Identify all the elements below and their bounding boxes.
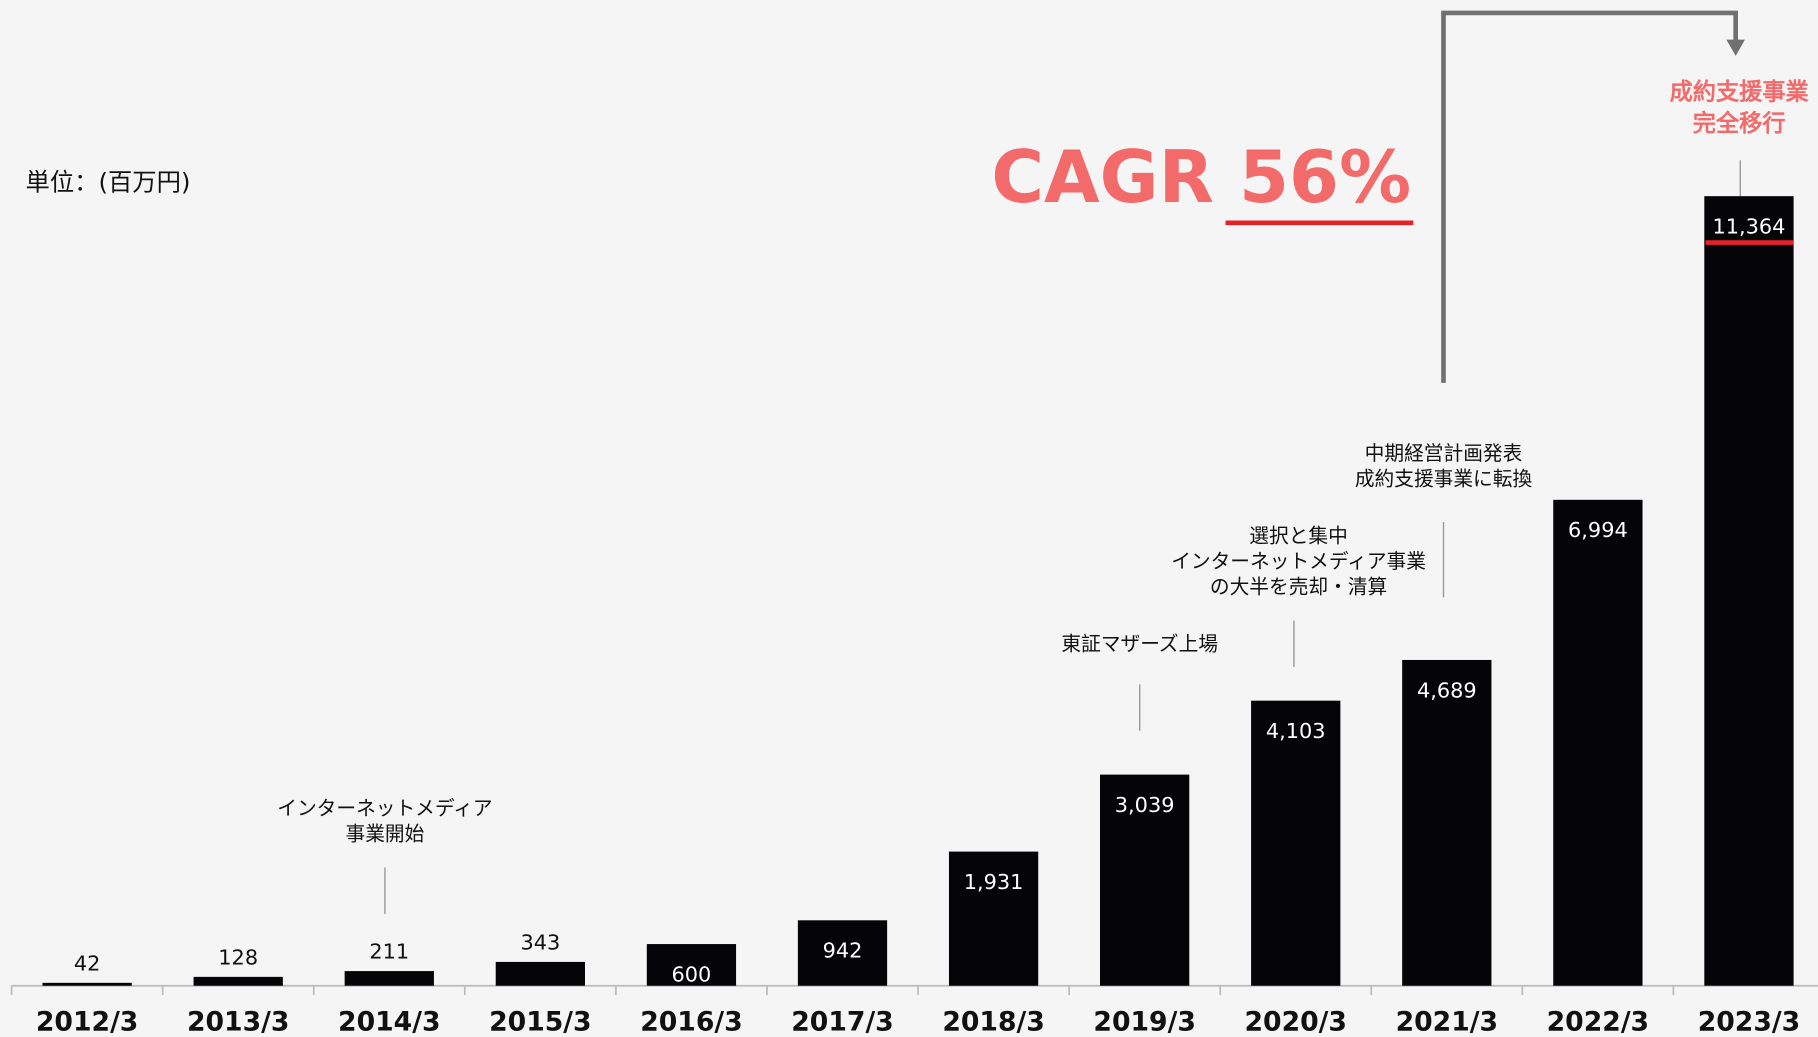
bar bbox=[1402, 659, 1492, 986]
bar bbox=[495, 961, 585, 986]
annotation: 東証マザーズ上場 bbox=[1061, 632, 1218, 655]
value-label: 1,931 bbox=[964, 870, 1024, 894]
x-tick-label: 2013/3 bbox=[187, 1006, 289, 1037]
annotation: 中期経営計画発表 bbox=[1365, 442, 1523, 465]
value-label: 3,039 bbox=[1115, 793, 1175, 817]
x-tick-label: 2019/3 bbox=[1093, 1006, 1195, 1037]
bar bbox=[344, 971, 434, 986]
annotation: 成約支援事業 bbox=[1670, 78, 1810, 105]
x-tick-label: 2012/3 bbox=[36, 1006, 138, 1037]
annotation: 事業開始 bbox=[346, 823, 425, 846]
bar bbox=[1251, 700, 1341, 986]
x-tick-label: 2018/3 bbox=[942, 1006, 1044, 1037]
value-label: 4,689 bbox=[1417, 678, 1477, 702]
bar bbox=[42, 982, 132, 986]
annotation: 選択と集中 bbox=[1249, 525, 1348, 548]
cagr-headline: CAGR 56% bbox=[991, 135, 1411, 219]
value-label: 6,994 bbox=[1568, 518, 1628, 542]
bar bbox=[1100, 774, 1190, 986]
bar bbox=[1704, 196, 1794, 986]
x-tick-label: 2022/3 bbox=[1547, 1006, 1649, 1037]
value-label: 4,103 bbox=[1266, 719, 1326, 743]
x-tick-label: 2020/3 bbox=[1244, 1006, 1346, 1037]
bar bbox=[193, 976, 283, 986]
annotation: インターネットメディア事業 bbox=[1171, 550, 1426, 573]
x-tick-label: 2023/3 bbox=[1698, 1006, 1800, 1037]
x-tick-label: 2017/3 bbox=[791, 1006, 893, 1037]
x-tick-label: 2021/3 bbox=[1396, 1006, 1498, 1037]
value-label: 11,364 bbox=[1712, 214, 1785, 238]
value-label: 211 bbox=[369, 940, 409, 964]
annotation: 成約支援事業に転換 bbox=[1355, 468, 1533, 491]
bar bbox=[797, 920, 888, 986]
transition-arrow bbox=[1441, 10, 1738, 383]
annotation: の大半を売却・清算 bbox=[1210, 576, 1387, 599]
value-label: 343 bbox=[520, 930, 560, 954]
bar bbox=[948, 851, 1039, 986]
value-label: 600 bbox=[672, 962, 712, 986]
x-tick-label: 2016/3 bbox=[640, 1006, 742, 1037]
value-label: 128 bbox=[218, 945, 258, 969]
unit-label: 単位：(百万円) bbox=[26, 167, 191, 196]
annotation: 完全移行 bbox=[1693, 110, 1786, 137]
x-tick-label: 2015/3 bbox=[489, 1006, 591, 1037]
annotation: インターネットメディア bbox=[277, 797, 492, 820]
bar bbox=[646, 944, 737, 986]
x-tick-label: 2014/3 bbox=[338, 1006, 440, 1037]
value-label: 942 bbox=[823, 939, 863, 963]
value-label: 42 bbox=[74, 951, 101, 975]
bar bbox=[1553, 499, 1643, 986]
arrow-head bbox=[1726, 39, 1745, 56]
